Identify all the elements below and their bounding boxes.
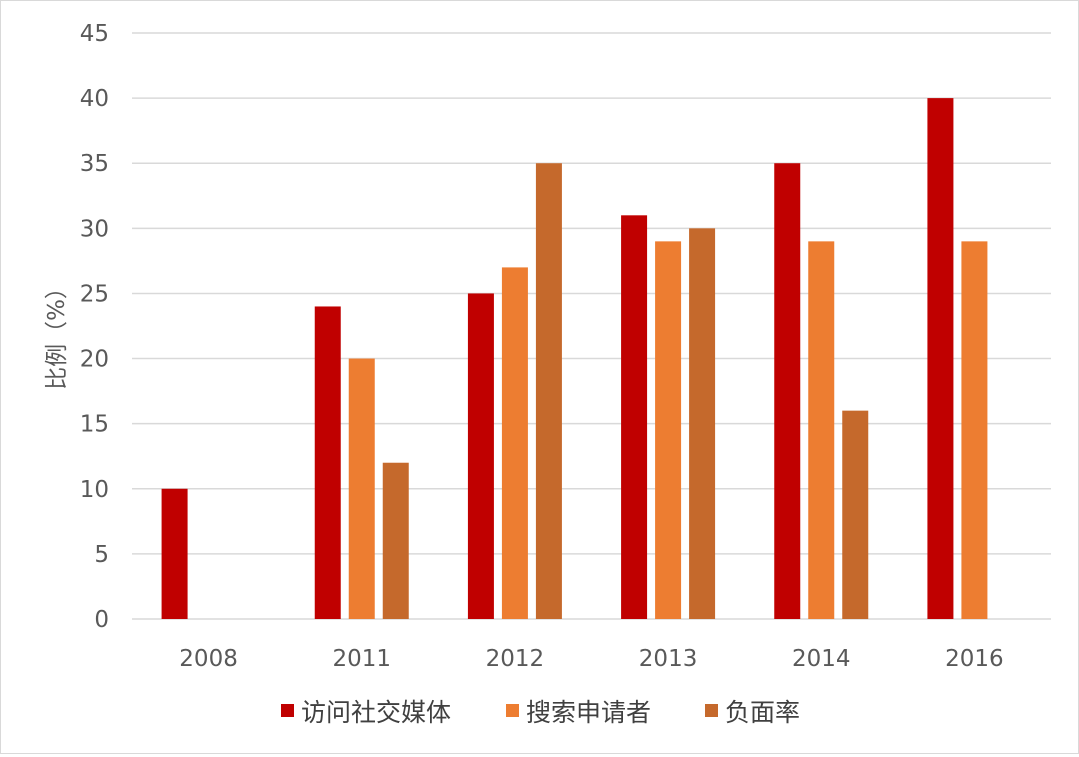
bar-2014-series-3	[842, 410, 869, 619]
bar-2016-series-1	[927, 98, 954, 620]
legend-swatch	[705, 704, 718, 717]
bar-2012-series-2	[501, 267, 528, 619]
bar-2016-series-2	[961, 241, 988, 619]
x-tick-label: 2014	[792, 646, 851, 672]
bar-2014-series-1	[774, 163, 801, 619]
gridlines	[132, 32, 1051, 620]
bar-2012-series-1	[467, 293, 494, 619]
bar-2012-series-3	[535, 163, 562, 619]
y-tick-label: 45	[80, 21, 109, 47]
y-tick-label: 0	[94, 607, 109, 633]
y-tick-label: 5	[94, 542, 109, 568]
bar-2011-series-2	[348, 358, 375, 619]
bar-2008-series-1	[161, 488, 188, 619]
y-axis-ticks: 0 5 10 15 20 25 30 35 40 45	[80, 21, 109, 633]
y-tick-label: 25	[80, 281, 109, 307]
legend-label: 搜索申请者	[526, 698, 651, 727]
bar-2011-series-1	[314, 306, 341, 619]
legend-swatch	[281, 704, 294, 717]
x-axis-ticks: 2008 2011 2012 2013 2014 2016	[179, 646, 1003, 672]
legend-label: 负面率	[725, 698, 800, 727]
y-axis-title: 比例（%）	[44, 276, 70, 390]
bar-2013-series-3	[689, 228, 716, 620]
bar-2011-series-3	[382, 462, 409, 619]
legend-swatch	[506, 704, 519, 717]
y-tick-label: 10	[80, 477, 109, 503]
bars	[161, 98, 988, 620]
bar-2013-series-1	[621, 215, 648, 620]
x-tick-label: 2011	[332, 646, 391, 672]
bar-2014-series-2	[808, 241, 835, 619]
x-tick-label: 2013	[639, 646, 698, 672]
legend: 访问社交媒体 搜索申请者 负面率	[281, 698, 800, 727]
legend-label: 访问社交媒体	[301, 698, 451, 727]
y-tick-label: 20	[80, 347, 109, 373]
y-tick-label: 35	[80, 151, 109, 177]
bar-2013-series-2	[655, 241, 682, 619]
x-tick-label: 2008	[179, 646, 238, 672]
y-tick-label: 40	[80, 86, 109, 112]
x-tick-label: 2012	[486, 646, 545, 672]
y-tick-label: 15	[80, 412, 109, 438]
x-tick-label: 2016	[945, 646, 1004, 672]
y-tick-label: 30	[80, 216, 109, 242]
